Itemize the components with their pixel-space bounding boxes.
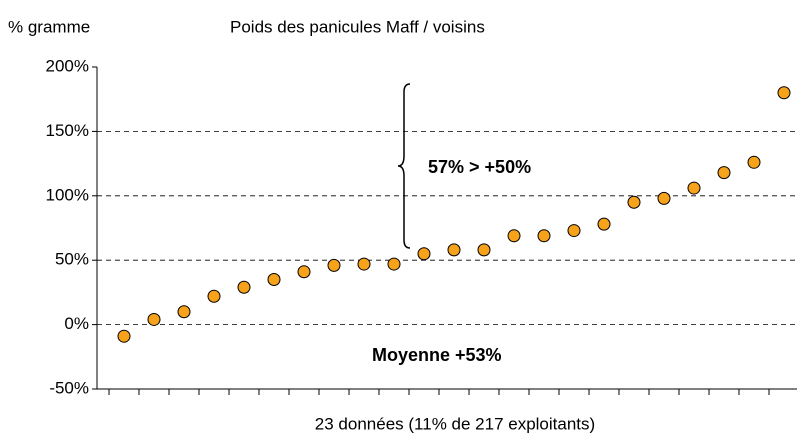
point [147, 312, 161, 326]
annotation: 57% > +50% [428, 157, 531, 177]
point [357, 257, 371, 271]
y-tick-label: -50% [49, 378, 89, 397]
point [177, 305, 191, 319]
chart-title: Poids des panicules Maff / voisins [230, 17, 485, 36]
point [687, 181, 701, 195]
brace [397, 83, 411, 249]
point [447, 243, 461, 257]
y-axis-label: % gramme [8, 17, 90, 36]
y-tick-label: 0% [64, 314, 89, 333]
point [777, 86, 791, 100]
point [507, 229, 521, 243]
annotation: Moyenne +53% [372, 345, 502, 365]
x-axis-label: 23 données (11% de 217 exploitants) [315, 414, 595, 433]
point [207, 289, 221, 303]
point [267, 273, 281, 287]
point [567, 224, 581, 238]
point [477, 243, 491, 257]
point [657, 191, 671, 205]
y-tick-label: 50% [55, 250, 89, 269]
point [537, 229, 551, 243]
y-tick-label: 100% [46, 185, 89, 204]
point [627, 195, 641, 209]
point [747, 155, 761, 169]
point [327, 258, 341, 272]
point [717, 166, 731, 180]
point [417, 247, 431, 261]
point [117, 329, 131, 343]
point [297, 265, 311, 279]
y-tick-label: 150% [46, 121, 89, 140]
point [387, 257, 401, 271]
point [237, 280, 251, 294]
point [597, 217, 611, 231]
y-tick-label: 200% [46, 56, 89, 75]
